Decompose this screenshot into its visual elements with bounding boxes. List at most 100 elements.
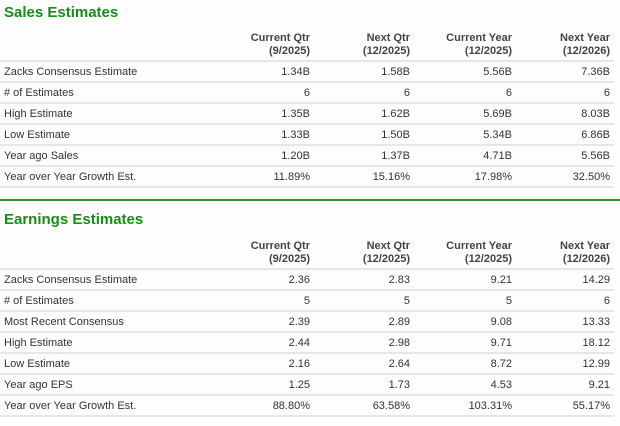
table-row: Low Estimate 1.33B 1.50B 5.34B 6.86B <box>0 124 614 146</box>
cell-value: 9.71 <box>414 332 516 354</box>
section-divider <box>0 199 620 201</box>
cell-value: 1.25 <box>214 374 314 396</box>
row-label: Year ago Sales <box>0 145 214 167</box>
column-header: Next Qtr (12/2025) <box>314 236 414 270</box>
cell-value: 1.33B <box>214 124 314 146</box>
cell-value: 6.86B <box>516 124 614 146</box>
column-header: Current Year (12/2025) <box>414 28 516 62</box>
column-name: Next Year <box>560 32 610 44</box>
cell-value: 1.35B <box>214 103 314 125</box>
row-label: Low Estimate <box>0 353 214 375</box>
cell-value: 5.56B <box>414 61 516 83</box>
column-header: Current Qtr (9/2025) <box>214 28 314 62</box>
earnings-estimates-title: Earnings Estimates <box>4 211 144 228</box>
cell-value: 32.50% <box>516 166 614 188</box>
cell-value: 8.03B <box>516 103 614 125</box>
cell-value: 5.69B <box>414 103 516 125</box>
earnings-estimates-table: Current Qtr (9/2025) Next Qtr (12/2025) Curr… <box>0 236 614 417</box>
table-row: Zacks Consensus Estimate 2.36 2.83 9.21 14.2… <box>0 269 614 291</box>
column-header: Current Qtr (9/2025) <box>214 236 314 270</box>
row-label: High Estimate <box>0 332 214 354</box>
row-label: Most Recent Consensus <box>0 311 214 333</box>
column-period: (12/2025) <box>464 45 512 57</box>
column-name: Current Qtr <box>250 32 310 44</box>
cell-value: 2.98 <box>314 332 414 354</box>
column-period: (9/2025) <box>269 253 310 265</box>
cell-value: 18.12 <box>516 332 614 354</box>
cell-value: 1.37B <box>314 145 414 167</box>
cell-value: 9.21 <box>414 269 516 291</box>
label-header <box>0 28 214 62</box>
column-name: Current Year <box>446 32 512 44</box>
cell-value: 14.29 <box>516 269 614 291</box>
row-label: Year over Year Growth Est. <box>0 395 214 417</box>
row-label: Zacks Consensus Estimate <box>0 61 214 83</box>
row-label: Year over Year Growth Est. <box>0 166 214 188</box>
cell-value: 63.58% <box>314 395 414 417</box>
sales-estimates-table: Current Qtr (9/2025) Next Qtr (12/2025) Curr… <box>0 28 614 188</box>
column-period: (12/2025) <box>464 253 512 265</box>
column-name: Current Qtr <box>250 240 310 252</box>
row-label: # of Estimates <box>0 82 214 104</box>
header-row: Current Qtr (9/2025) Next Qtr (12/2025) Curr… <box>0 28 614 62</box>
cell-value: 9.21 <box>516 374 614 396</box>
cell-value: 5.34B <box>414 124 516 146</box>
column-period: (12/2026) <box>562 253 610 265</box>
cell-value: 6 <box>516 290 614 312</box>
cell-value: 6 <box>314 82 414 104</box>
cell-value: 6 <box>414 82 516 104</box>
table-row: Most Recent Consensus 2.39 2.89 9.08 13.33 <box>0 311 614 333</box>
cell-value: 6 <box>214 82 314 104</box>
column-name: Next Year <box>560 240 610 252</box>
column-header: Next Year (12/2026) <box>516 236 614 270</box>
cell-value: 2.16 <box>214 353 314 375</box>
cell-value: 2.83 <box>314 269 414 291</box>
cell-value: 13.33 <box>516 311 614 333</box>
cell-value: 1.73 <box>314 374 414 396</box>
column-name: Next Qtr <box>366 240 410 252</box>
cell-value: 5.56B <box>516 145 614 167</box>
cell-value: 4.71B <box>414 145 516 167</box>
cell-value: 8.72 <box>414 353 516 375</box>
column-period: (9/2025) <box>269 45 310 57</box>
table-row: Year ago EPS 1.25 1.73 4.53 9.21 <box>0 374 614 396</box>
table-row: # of Estimates 5 5 5 6 <box>0 290 614 312</box>
cell-value: 5 <box>314 290 414 312</box>
cell-value: 55.17% <box>516 395 614 417</box>
cell-value: 1.34B <box>214 61 314 83</box>
table-row: Low Estimate 2.16 2.64 8.72 12.99 <box>0 353 614 375</box>
column-name: Next Qtr <box>366 32 410 44</box>
cell-value: 1.50B <box>314 124 414 146</box>
cell-value: 15.16% <box>314 166 414 188</box>
cell-value: 2.36 <box>214 269 314 291</box>
table-row: High Estimate 2.44 2.98 9.71 18.12 <box>0 332 614 354</box>
cell-value: 7.36B <box>516 61 614 83</box>
cell-value: 17.98% <box>414 166 516 188</box>
label-header <box>0 236 214 270</box>
cell-value: 12.99 <box>516 353 614 375</box>
column-name: Current Year <box>446 240 512 252</box>
row-label: High Estimate <box>0 103 214 125</box>
table-row: High Estimate 1.35B 1.62B 5.69B 8.03B <box>0 103 614 125</box>
cell-value: 2.64 <box>314 353 414 375</box>
cell-value: 2.44 <box>214 332 314 354</box>
cell-value: 9.08 <box>414 311 516 333</box>
row-label: Low Estimate <box>0 124 214 146</box>
row-label: # of Estimates <box>0 290 214 312</box>
cell-value: 6 <box>516 82 614 104</box>
column-period: (12/2025) <box>362 45 410 57</box>
cell-value: 5 <box>414 290 516 312</box>
cell-value: 1.20B <box>214 145 314 167</box>
table-row: Year over Year Growth Est. 11.89% 15.16% 17… <box>0 166 614 188</box>
column-period: (12/2025) <box>362 253 410 265</box>
column-period: (12/2026) <box>562 45 610 57</box>
column-header: Current Year (12/2025) <box>414 236 516 270</box>
row-label: Year ago EPS <box>0 374 214 396</box>
column-header: Next Qtr (12/2025) <box>314 28 414 62</box>
cell-value: 103.31% <box>414 395 516 417</box>
cell-value: 2.39 <box>214 311 314 333</box>
cell-value: 11.89% <box>214 166 314 188</box>
cell-value: 5 <box>214 290 314 312</box>
cell-value: 88.80% <box>214 395 314 417</box>
cell-value: 4.53 <box>414 374 516 396</box>
